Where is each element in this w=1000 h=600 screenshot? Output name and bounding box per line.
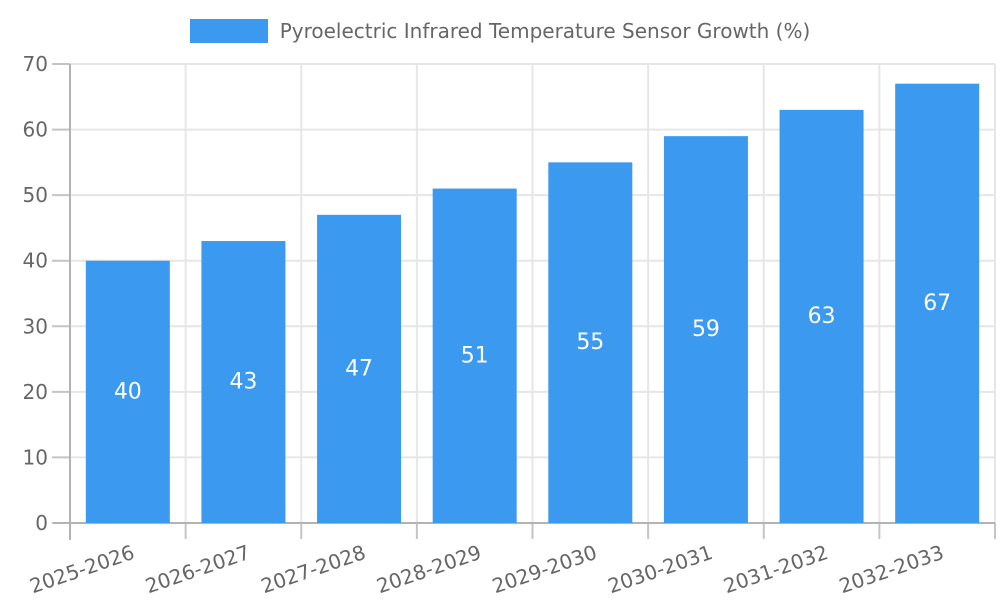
x-tick-label: 2030-2031 bbox=[605, 540, 716, 598]
y-tick-label: 60 bbox=[23, 118, 48, 142]
y-tick-label: 50 bbox=[23, 183, 48, 207]
bar[interactable] bbox=[548, 162, 633, 523]
y-tick-label: 40 bbox=[23, 249, 48, 273]
x-tick-label: 2027-2028 bbox=[258, 540, 369, 598]
bar-value-label: 40 bbox=[114, 379, 142, 404]
y-tick-label: 20 bbox=[23, 380, 48, 404]
bar[interactable] bbox=[85, 260, 170, 523]
bar[interactable] bbox=[317, 214, 402, 524]
bar-value-label: 67 bbox=[923, 291, 951, 316]
x-tick-label: 2032-2033 bbox=[836, 540, 947, 598]
bar-value-label: 43 bbox=[229, 370, 257, 395]
bar-value-label: 63 bbox=[808, 304, 836, 329]
y-tick-label: 10 bbox=[23, 445, 48, 469]
x-tick-label: 2026-2027 bbox=[142, 540, 253, 598]
bar-value-label: 59 bbox=[692, 317, 720, 342]
y-tick-label: 0 bbox=[35, 511, 48, 535]
x-tick-label: 2031-2032 bbox=[720, 540, 831, 598]
x-tick-label: 2025-2026 bbox=[27, 540, 138, 598]
x-tick-label: 2028-2029 bbox=[373, 540, 484, 598]
bar-value-label: 51 bbox=[461, 343, 489, 368]
legend-color-swatch bbox=[189, 19, 268, 43]
bar[interactable] bbox=[201, 241, 286, 524]
bar-value-label: 47 bbox=[345, 356, 373, 381]
y-tick-label: 30 bbox=[23, 314, 48, 338]
x-tick-label: 2029-2030 bbox=[489, 540, 600, 598]
chart-legend: Pyroelectric Infrared Temperature Sensor… bbox=[0, 19, 1000, 43]
bar[interactable] bbox=[779, 109, 864, 524]
legend-item[interactable]: Pyroelectric Infrared Temperature Sensor… bbox=[189, 19, 811, 43]
bar[interactable] bbox=[432, 188, 517, 524]
bar[interactable] bbox=[895, 83, 980, 524]
bar[interactable] bbox=[663, 136, 748, 523]
bar-value-label: 55 bbox=[576, 330, 604, 355]
legend-label: Pyroelectric Infrared Temperature Sensor… bbox=[279, 19, 811, 43]
y-tick-label: 70 bbox=[23, 52, 48, 76]
